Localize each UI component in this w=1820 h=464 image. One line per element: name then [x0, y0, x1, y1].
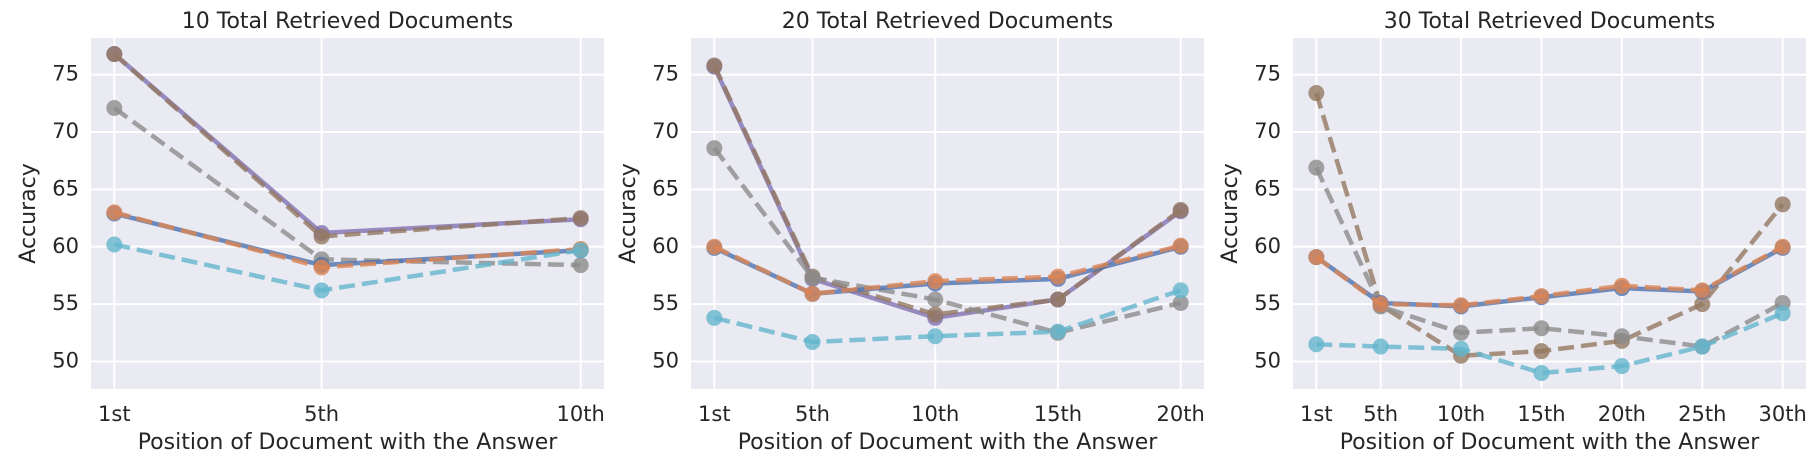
point [1533, 343, 1550, 360]
point [1613, 328, 1630, 345]
y-axis-label: Accuracy [16, 163, 41, 263]
y-tick-label: 70 [652, 119, 679, 143]
x-tick-label: 5th [304, 402, 339, 426]
x-tick-label: 20th [1157, 402, 1205, 426]
point [927, 273, 944, 290]
point [572, 210, 589, 227]
point [804, 333, 821, 350]
point [1049, 268, 1066, 285]
point [927, 306, 944, 323]
y-tick-label: 50 [652, 348, 679, 372]
point [1308, 85, 1325, 102]
point [313, 259, 330, 276]
chart-title: 30 Total Retrieved Documents [1384, 9, 1715, 34]
point [1533, 320, 1550, 337]
y-tick-label: 65 [652, 176, 679, 200]
x-tick-label: 10th [911, 402, 959, 426]
y-tick-label: 50 [52, 348, 79, 372]
point [1308, 159, 1325, 176]
y-tick-label: 65 [52, 176, 79, 200]
point [804, 285, 821, 302]
point [1774, 305, 1791, 322]
point [706, 309, 723, 326]
y-tick-label: 70 [1254, 119, 1281, 143]
point [1308, 336, 1325, 353]
point [1613, 358, 1630, 375]
x-axis-label: Position of Document with the Answer [138, 430, 559, 455]
point [106, 236, 123, 253]
plot-area [91, 38, 604, 389]
point [1172, 237, 1189, 254]
point [1308, 249, 1325, 266]
x-tick-label: 10th [1437, 402, 1485, 426]
point [1453, 297, 1470, 314]
point [1694, 338, 1711, 355]
y-tick-label: 55 [652, 291, 679, 315]
y-tick-label: 75 [652, 62, 679, 86]
point [1694, 282, 1711, 299]
x-tick-label: 10th [557, 402, 605, 426]
y-tick-label: 70 [52, 119, 79, 143]
point [572, 242, 589, 259]
point [106, 204, 123, 221]
point [1372, 338, 1389, 355]
point [927, 328, 944, 345]
point [1172, 202, 1189, 219]
y-tick-label: 75 [52, 62, 79, 86]
point [106, 99, 123, 116]
x-tick-label: 1st [698, 402, 731, 426]
point [1533, 288, 1550, 305]
point [1172, 282, 1189, 299]
y-tick-label: 50 [1254, 348, 1281, 372]
x-tick-label: 15th [1517, 402, 1565, 426]
plot-area [691, 38, 1204, 389]
x-tick-label: 5th [1363, 402, 1398, 426]
point [313, 282, 330, 299]
x-tick-label: 1st [98, 402, 131, 426]
x-tick-label: 1st [1300, 402, 1333, 426]
point [1172, 294, 1189, 311]
point [572, 257, 589, 274]
point [1372, 296, 1389, 313]
point [706, 57, 723, 74]
y-axis-label: Accuracy [1218, 163, 1243, 263]
point [313, 228, 330, 245]
x-tick-label: 25th [1678, 402, 1726, 426]
point [927, 291, 944, 308]
y-tick-label: 65 [1254, 176, 1281, 200]
point [1694, 296, 1711, 313]
point [1049, 323, 1066, 340]
y-tick-label: 75 [1254, 62, 1281, 86]
point [1774, 238, 1791, 255]
point [106, 46, 123, 63]
point [1774, 196, 1791, 213]
x-tick-label: 5th [795, 402, 830, 426]
point [1533, 364, 1550, 381]
point [1613, 277, 1630, 294]
x-tick-label: 20th [1598, 402, 1646, 426]
y-axis-label: Accuracy [616, 163, 641, 263]
point [706, 140, 723, 157]
y-tick-label: 60 [652, 234, 679, 258]
x-tick-label: 15th [1034, 402, 1082, 426]
x-axis-label: Position of Document with the Answer [1340, 430, 1761, 455]
y-tick-label: 60 [1254, 234, 1281, 258]
x-axis-label: Position of Document with the Answer [738, 430, 1159, 455]
chart-title: 20 Total Retrieved Documents [782, 9, 1113, 34]
point [706, 238, 723, 255]
point [804, 269, 821, 286]
point [1453, 340, 1470, 357]
chart-title: 10 Total Retrieved Documents [182, 9, 513, 34]
x-tick-label: 30th [1759, 402, 1807, 426]
y-tick-label: 55 [52, 291, 79, 315]
point [1049, 291, 1066, 308]
y-tick-label: 55 [1254, 291, 1281, 315]
y-tick-label: 60 [52, 234, 79, 258]
point [1453, 324, 1470, 341]
